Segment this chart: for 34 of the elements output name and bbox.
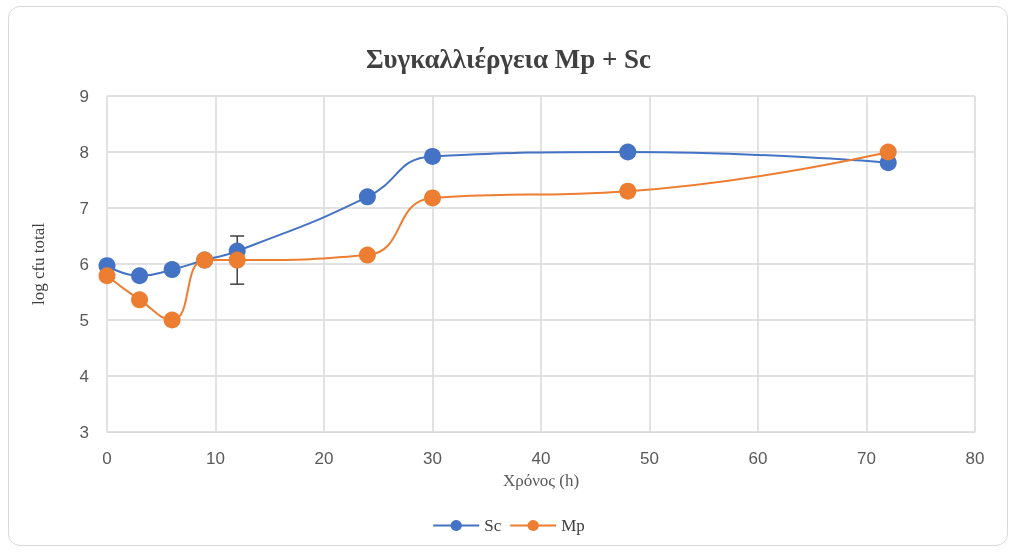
y-tick-label: 9 xyxy=(79,86,89,106)
y-axis-title: log cfu total xyxy=(29,222,48,306)
point xyxy=(163,311,181,329)
x-tick-label: 70 xyxy=(857,449,876,468)
point xyxy=(131,267,149,285)
point xyxy=(163,261,181,279)
point xyxy=(228,251,246,269)
point xyxy=(358,246,376,264)
x-tick-label: 20 xyxy=(314,449,334,468)
x-tick-label: 80 xyxy=(965,449,985,468)
y-tick-label: 8 xyxy=(79,142,89,162)
y-tick-label: 6 xyxy=(79,254,89,274)
point xyxy=(424,147,441,165)
point xyxy=(424,189,441,207)
point xyxy=(619,143,637,161)
legend-label: Sc xyxy=(484,516,502,535)
point xyxy=(358,188,376,206)
x-tick-label: 40 xyxy=(531,449,551,468)
legend-label: Mp xyxy=(561,516,585,535)
point xyxy=(879,143,897,161)
point xyxy=(98,267,116,285)
x-axis-title: Χρόνος (h) xyxy=(502,470,580,490)
x-tick-label: 60 xyxy=(748,449,768,468)
y-tick-label: 5 xyxy=(79,310,89,330)
x-tick-label: 0 xyxy=(102,449,112,468)
chart-title: Συγκαλλιέργεια Mp + Sc xyxy=(365,43,652,74)
x-tick-label: 50 xyxy=(640,449,659,468)
point xyxy=(619,182,637,200)
point xyxy=(131,291,149,309)
y-tick-label: 4 xyxy=(79,366,89,386)
x-tick-label: 30 xyxy=(423,449,442,468)
y-tick-label: 7 xyxy=(79,198,89,218)
y-tick-label: 3 xyxy=(79,422,89,442)
x-tick-label: 10 xyxy=(206,449,225,468)
